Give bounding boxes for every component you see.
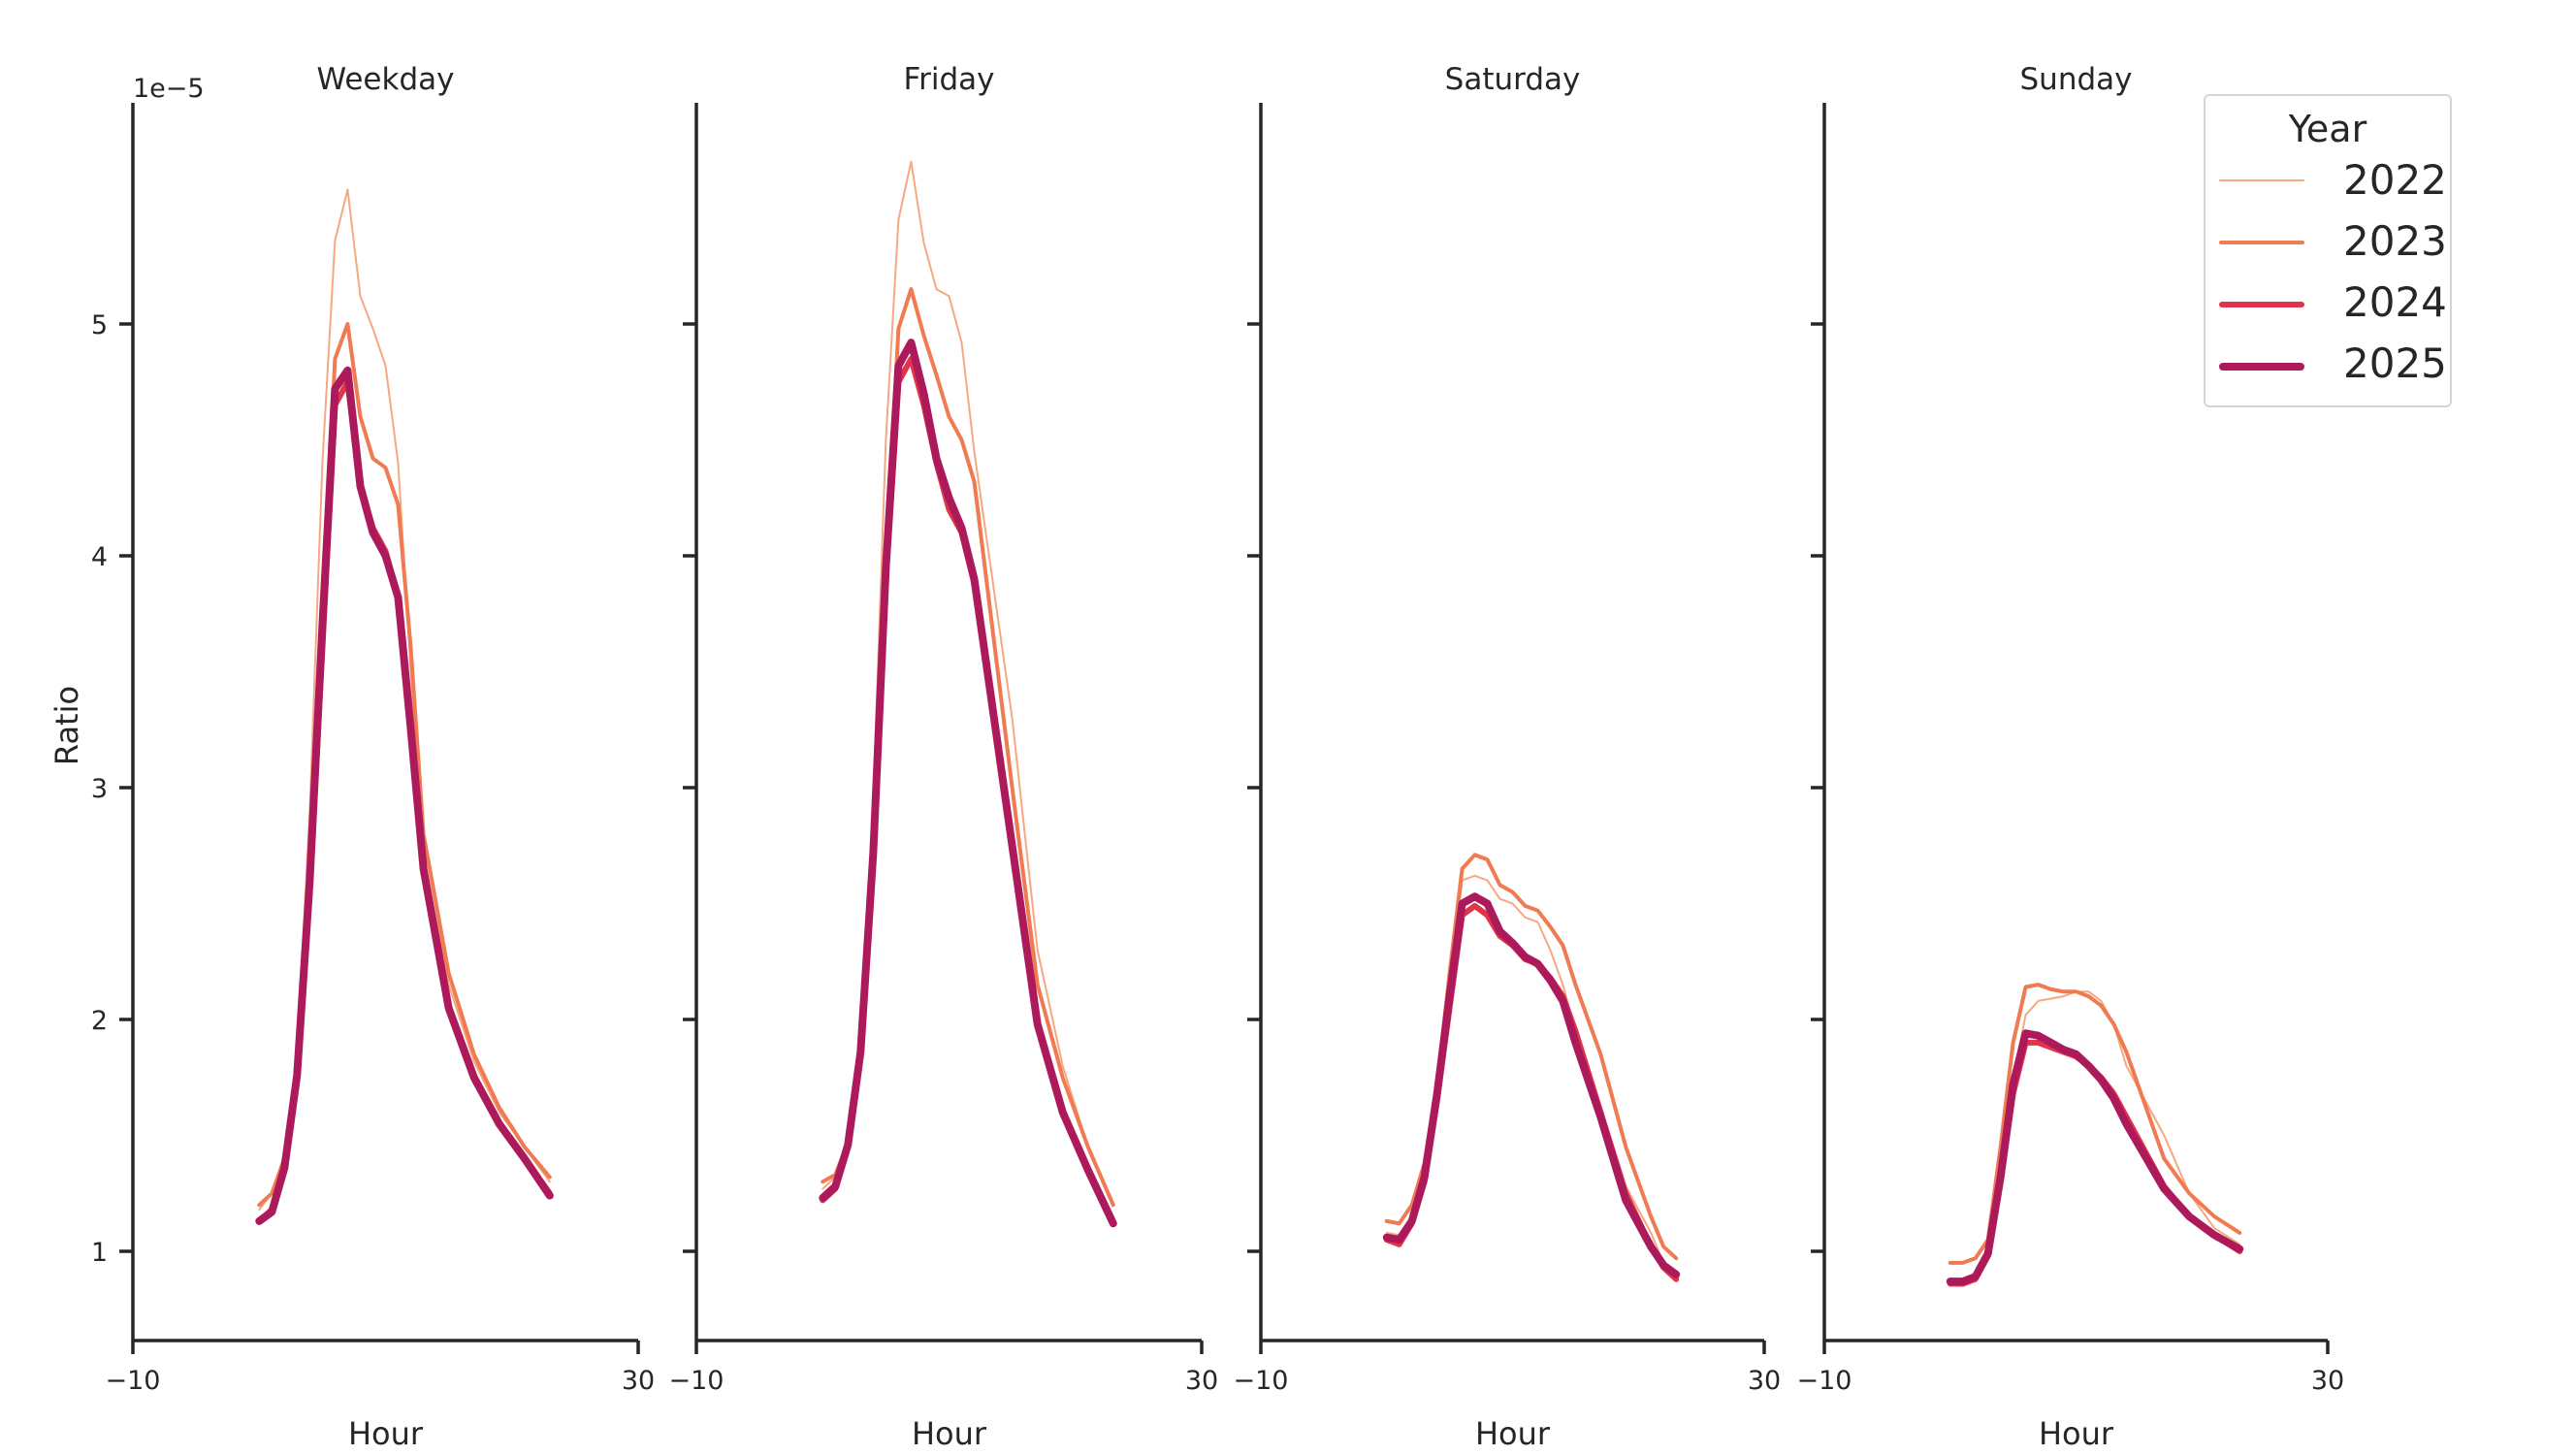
- x-tick-label: 30: [622, 1366, 655, 1396]
- legend: Year 2022 2023 2024 2025: [2204, 94, 2452, 407]
- panel-title: Saturday: [1445, 62, 1581, 97]
- legend-label: 2024: [2343, 278, 2447, 326]
- x-tick-label: −10: [1797, 1366, 1852, 1396]
- legend-label: 2025: [2343, 340, 2447, 387]
- legend-item-2022: 2022: [2219, 156, 2447, 205]
- panel-title: Friday: [904, 62, 995, 97]
- y-tick-label: 5: [91, 310, 108, 340]
- legend-item-2023: 2023: [2219, 217, 2447, 266]
- panel-title: Weekday: [317, 62, 455, 97]
- y-tick-label: 2: [91, 1006, 108, 1036]
- series-line-2025: [1382, 892, 1681, 1278]
- y-axis-label: Ratio: [48, 686, 85, 765]
- series-line-2025: [819, 339, 1117, 1228]
- x-tick-label: −10: [106, 1366, 161, 1396]
- x-tick-label: 30: [2311, 1366, 2344, 1396]
- legend-label: 2022: [2343, 156, 2447, 204]
- y-tick-label: 1: [91, 1238, 108, 1268]
- legend-label: 2023: [2343, 217, 2447, 265]
- series-line-2025: [1946, 1029, 2244, 1286]
- x-tick-label: 30: [1185, 1366, 1218, 1396]
- series-line-2022: [821, 160, 1114, 1207]
- x-axis-label: Hour: [912, 1415, 987, 1452]
- series-line-2024: [1947, 1039, 2243, 1287]
- legend-swatch-2023: [2219, 241, 2304, 244]
- x-axis-label: Hour: [1475, 1415, 1551, 1452]
- x-tick-label: −10: [669, 1366, 724, 1396]
- series-line-2023: [257, 322, 552, 1208]
- series-line-2024: [256, 378, 553, 1224]
- x-tick-label: 30: [1748, 1366, 1781, 1396]
- x-tick-label: −10: [1234, 1366, 1289, 1396]
- legend-title: Year: [2288, 108, 2367, 150]
- legend-swatch-2022: [2219, 179, 2304, 181]
- legend-swatch-2025: [2219, 363, 2304, 371]
- legend-item-2024: 2024: [2219, 278, 2447, 327]
- legend-swatch-2024: [2219, 302, 2304, 307]
- y-tick-label: 3: [91, 774, 108, 804]
- y-offset-label: 1e−5: [133, 74, 205, 104]
- y-tick-label: 4: [91, 542, 108, 572]
- series-line-2025: [255, 366, 554, 1225]
- legend-item-2025: 2025: [2219, 340, 2447, 388]
- series-line-2023: [821, 287, 1115, 1208]
- x-axis-label: Hour: [348, 1415, 424, 1452]
- panel-title: Sunday: [2020, 62, 2133, 97]
- x-axis-label: Hour: [2039, 1415, 2114, 1452]
